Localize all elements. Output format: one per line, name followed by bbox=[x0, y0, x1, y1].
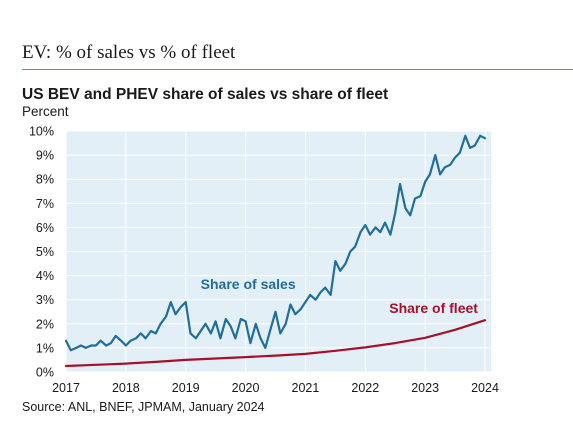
x-axis-tick-labels: 2017 2018 2019 2020 2021 2022 2023 2024 bbox=[52, 381, 499, 395]
x-tick-label: 2018 bbox=[112, 381, 140, 395]
source-note: Source: ANL, BNEF, JPMAM, January 2024 bbox=[22, 400, 265, 414]
y-tick-label: 8% bbox=[36, 173, 54, 187]
y-tick-label: 6% bbox=[36, 221, 54, 235]
slide-title: EV: % of sales vs % of fleet bbox=[22, 42, 236, 63]
series-line-sales bbox=[64, 134, 487, 352]
series-lines bbox=[64, 134, 487, 368]
x-tick-label: 2020 bbox=[232, 381, 260, 395]
y-tick-label: 9% bbox=[36, 149, 54, 163]
y-tick-label: 7% bbox=[36, 197, 54, 211]
gridlines bbox=[65, 130, 491, 373]
y-tick-label: 0% bbox=[36, 366, 54, 380]
y-tick-label: 1% bbox=[36, 341, 54, 355]
annotation-sales: Share of sales bbox=[201, 276, 296, 292]
y-axis-tick-labels: 0% 1% 2% 3% 4% 5% 6% 7% 8% 9% 10% bbox=[29, 125, 54, 380]
series-line-fleet bbox=[64, 319, 487, 368]
x-tick-label: 2017 bbox=[52, 381, 80, 395]
chart-title: US BEV and PHEV share of sales vs share … bbox=[22, 86, 388, 103]
x-tick-label: 2023 bbox=[411, 381, 439, 395]
y-tick-label: 2% bbox=[36, 317, 54, 331]
y-tick-label: 5% bbox=[36, 245, 54, 259]
x-tick-label: 2019 bbox=[172, 381, 200, 395]
y-tick-label: 4% bbox=[36, 269, 54, 283]
x-tick-label: 2021 bbox=[292, 381, 320, 395]
y-tick-label: 10% bbox=[29, 125, 54, 139]
annotation-fleet: Share of fleet bbox=[389, 300, 478, 316]
series-annotations: Share of sales Share of fleet bbox=[201, 276, 479, 316]
y-tick-label: 3% bbox=[36, 293, 54, 307]
x-tick-label: 2024 bbox=[471, 381, 499, 395]
y-axis-unit-label: Percent bbox=[22, 104, 69, 119]
title-divider bbox=[22, 69, 573, 70]
x-tick-label: 2022 bbox=[351, 381, 379, 395]
